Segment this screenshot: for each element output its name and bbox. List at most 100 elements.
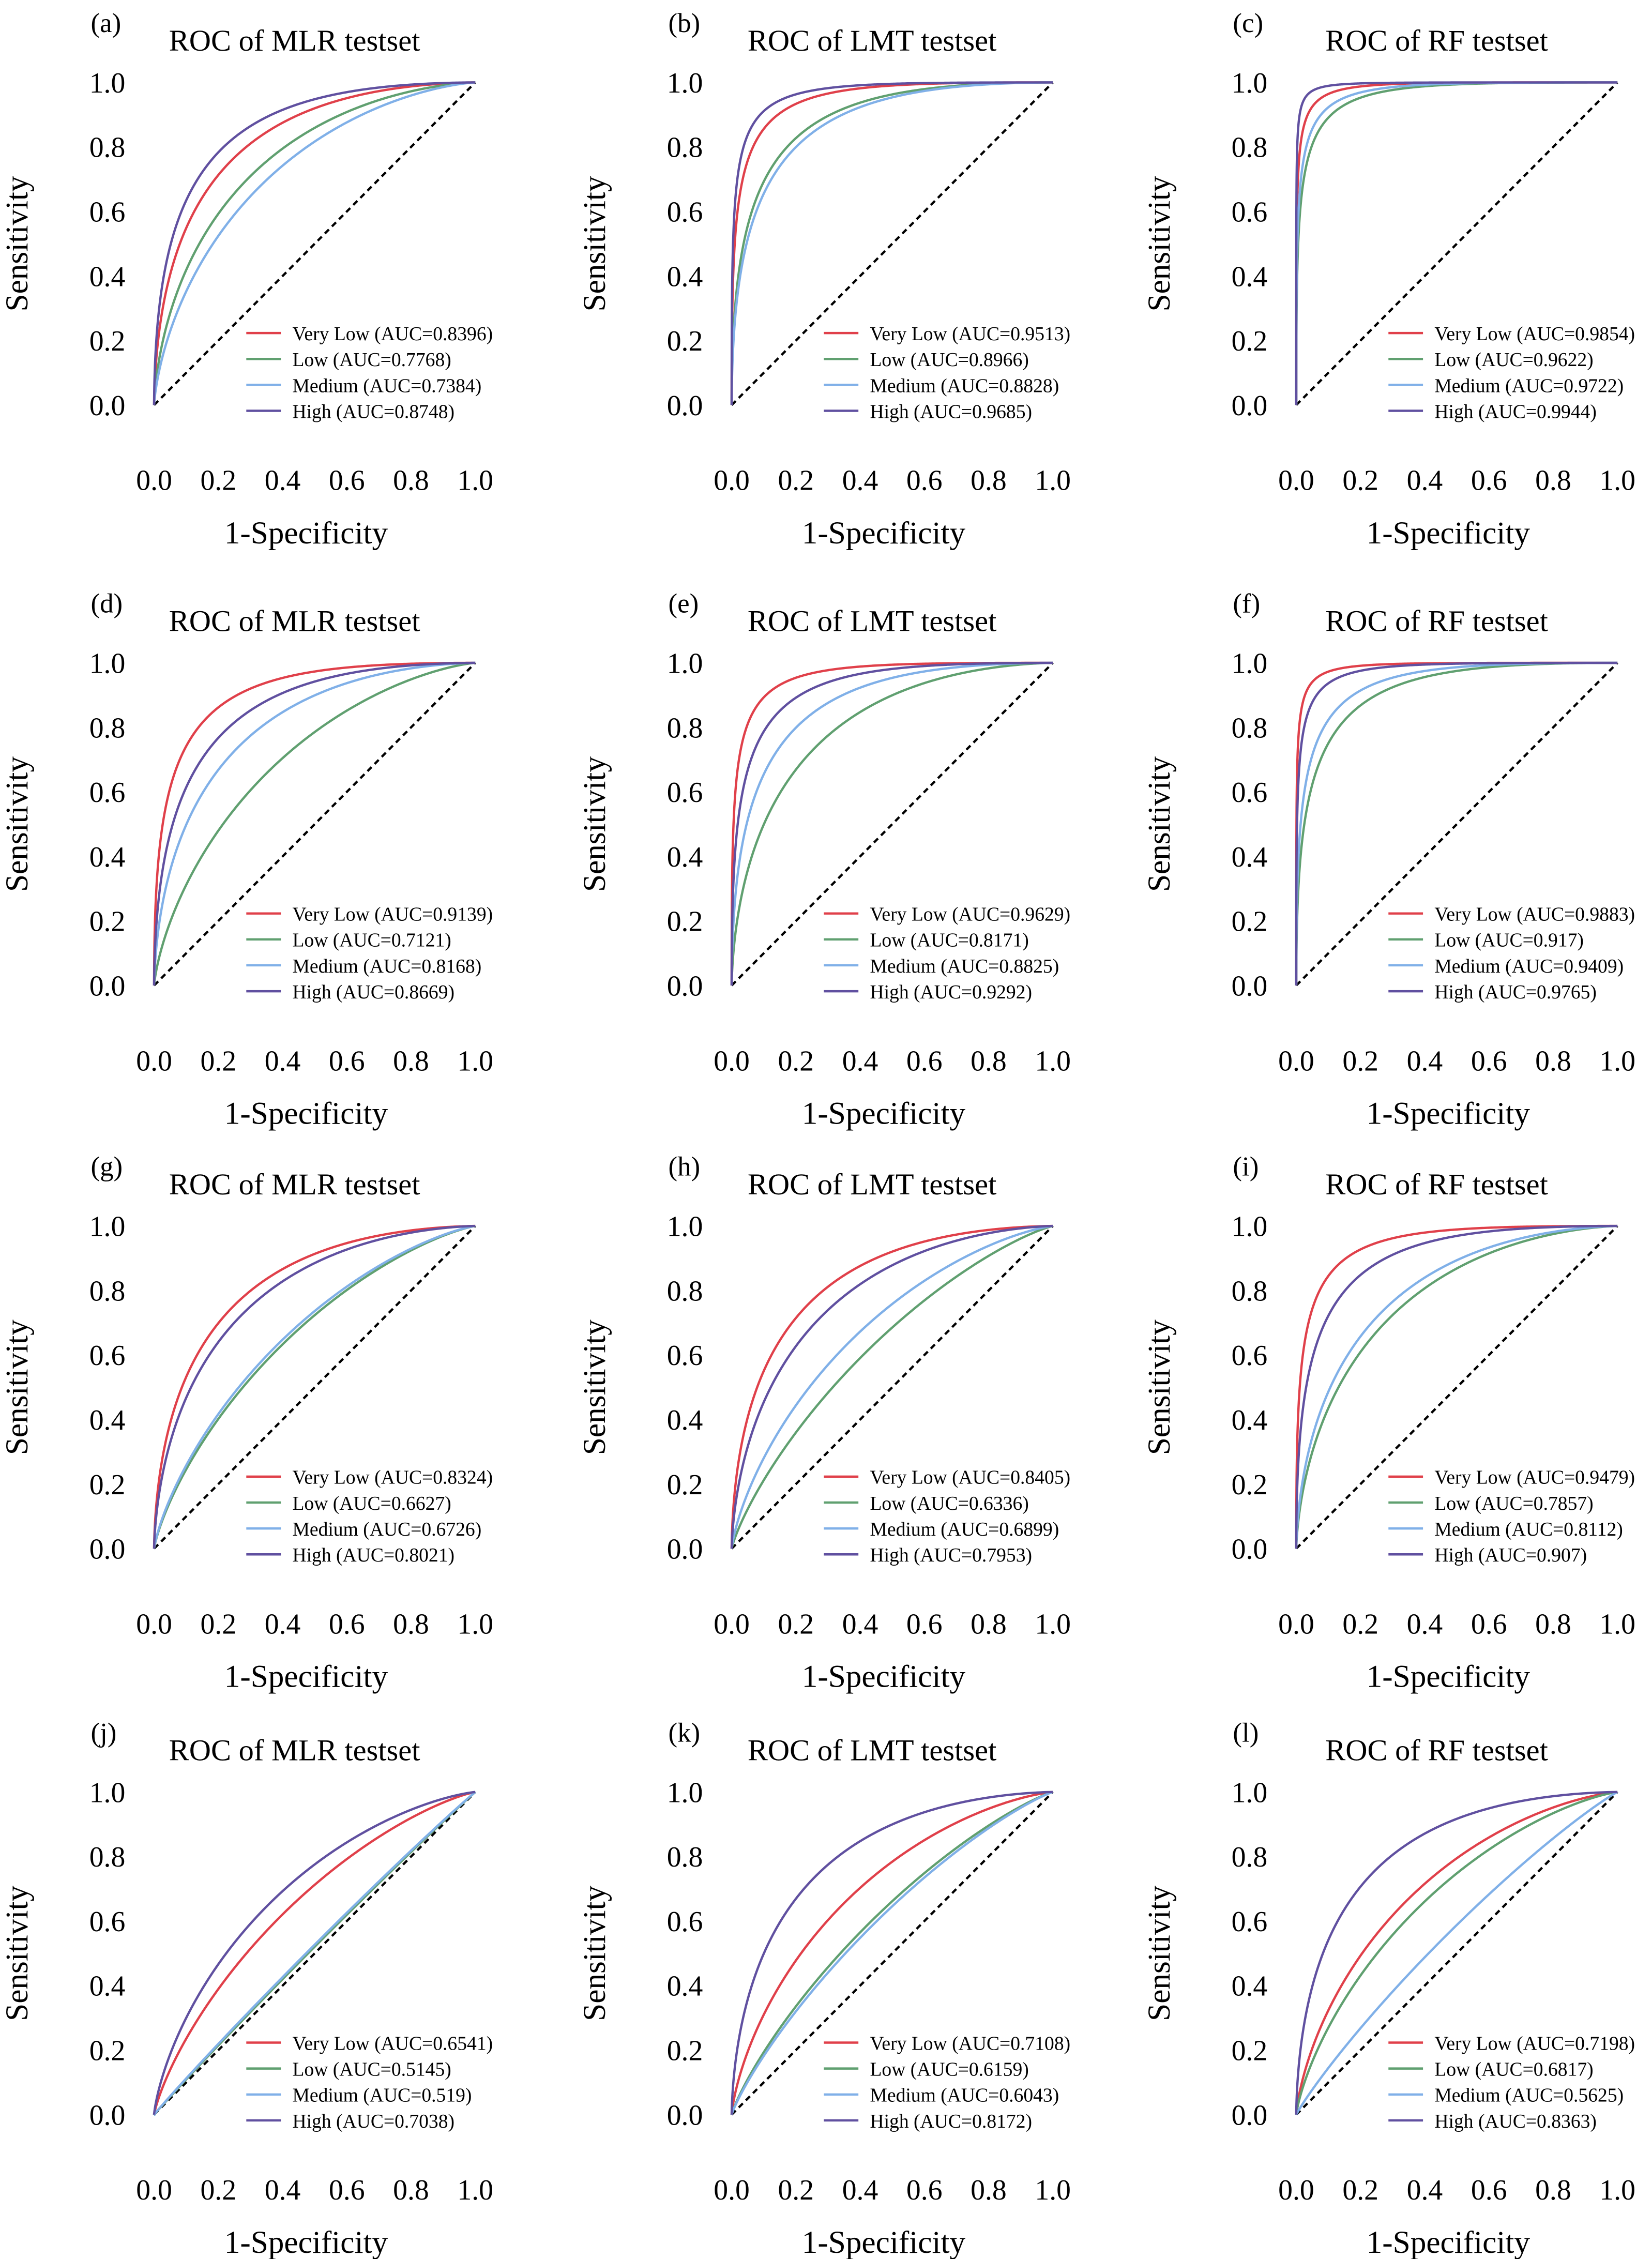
x-tick-label: 1.0 xyxy=(457,1608,493,1640)
legend-label: Low (AUC=0.6159) xyxy=(870,2059,1028,2081)
x-tick-label: 0.2 xyxy=(1342,465,1378,497)
x-tick-label: 0.0 xyxy=(1278,1045,1314,1077)
x-axis-label: 1-Specificity xyxy=(802,516,966,551)
x-axis-label: 1-Specificity xyxy=(224,2225,388,2259)
panel-label: (b) xyxy=(668,8,700,38)
x-axis-label: 1-Specificity xyxy=(224,516,388,551)
y-tick-label: 0.6 xyxy=(89,196,126,229)
y-tick-label: 0.8 xyxy=(1232,712,1268,744)
x-tick-label: 0.0 xyxy=(714,2174,750,2206)
x-tick-label: 1.0 xyxy=(1599,465,1635,497)
y-tick-label: 0.4 xyxy=(1232,261,1268,293)
roc-panel: (d) ROC of MLR testset 0.0 0.2 0.4 0.6 0.8 1.0 0… xyxy=(0,588,493,1131)
reference-diagonal-line xyxy=(153,1225,476,1550)
x-axis-label: 1-Specificity xyxy=(224,1659,388,1694)
y-tick-label: 1.0 xyxy=(89,67,126,99)
y-tick-label: 0.6 xyxy=(667,777,703,809)
y-tick-label: 0.8 xyxy=(89,132,126,164)
chart-title: ROC of MLR testset xyxy=(169,1734,420,1767)
y-tick-label: 0.0 xyxy=(89,390,126,422)
roc-curve-medium xyxy=(730,1791,1053,2115)
x-tick-label: 0.2 xyxy=(1342,2174,1378,2206)
y-tick-label: 1.0 xyxy=(667,1211,703,1243)
legend-label: Very Low (AUC=0.7108) xyxy=(870,2033,1070,2054)
y-tick-label: 1.0 xyxy=(89,1211,126,1243)
y-tick-label: 0.6 xyxy=(1232,196,1268,229)
x-tick-label: 1.0 xyxy=(1599,1045,1635,1077)
roc-curve-high xyxy=(730,661,1053,986)
x-tick-label: 0.8 xyxy=(971,465,1007,497)
x-tick-label: 0.6 xyxy=(1471,2174,1507,2206)
x-tick-label: 0.4 xyxy=(1407,2174,1443,2206)
x-tick-label: 0.0 xyxy=(136,1045,172,1077)
roc-curve-low xyxy=(730,1224,1053,1549)
y-tick-label: 0.0 xyxy=(1232,2099,1268,2131)
roc-panel: (g) ROC of MLR testset 0.0 0.2 0.4 0.6 0.8 1.0 0… xyxy=(0,1152,493,1694)
roc-panel: (e) ROC of LMT testset 0.0 0.2 0.4 0.6 0.8 1.0 0… xyxy=(577,588,1071,1131)
legend-label: Medium (AUC=0.8825) xyxy=(870,956,1059,977)
y-tick-label: 0.8 xyxy=(667,1275,703,1307)
panel-label: (d) xyxy=(90,588,123,618)
roc-curve-very-low xyxy=(730,661,1053,986)
y-tick-label: 0.6 xyxy=(667,1340,703,1372)
y-tick-label: 1.0 xyxy=(1232,67,1268,99)
roc-curve-medium xyxy=(730,661,1053,986)
roc-curve-very-low xyxy=(153,1791,476,2115)
roc-curve-high xyxy=(1295,661,1618,986)
x-tick-label: 0.0 xyxy=(1278,465,1314,497)
roc-curve-medium xyxy=(153,661,476,986)
roc-curve-medium xyxy=(1295,1224,1618,1549)
roc-curve-high xyxy=(153,1224,476,1549)
x-tick-label: 0.4 xyxy=(842,1608,878,1640)
y-tick-label: 0.6 xyxy=(89,1906,126,1938)
legend-label: High (AUC=0.9292) xyxy=(870,981,1032,1003)
x-tick-label: 0.0 xyxy=(136,1608,172,1640)
legend-label: High (AUC=0.8363) xyxy=(1434,2111,1597,2132)
x-tick-label: 0.4 xyxy=(1407,465,1443,497)
chart-title: ROC of MLR testset xyxy=(169,24,420,57)
x-tick-label: 0.8 xyxy=(393,465,429,497)
x-tick-label: 0.6 xyxy=(1471,1045,1507,1077)
roc-curve-very-low xyxy=(730,1791,1053,2115)
roc-curve-medium xyxy=(153,81,476,405)
legend-label: Low (AUC=0.8966) xyxy=(870,349,1028,371)
reference-diagonal-line xyxy=(153,81,476,406)
y-tick-label: 0.0 xyxy=(1232,390,1268,422)
roc-curve-very-low xyxy=(153,1224,476,1549)
legend-label: High (AUC=0.9685) xyxy=(870,401,1032,422)
y-axis-label: Sensitivity xyxy=(0,756,35,892)
x-tick-label: 0.2 xyxy=(1342,1608,1378,1640)
chart-title: ROC of RF testset xyxy=(1325,604,1548,638)
legend-label: Medium (AUC=0.6726) xyxy=(292,1519,481,1540)
legend-label: Low (AUC=0.9622) xyxy=(1434,349,1593,371)
roc-curve-low xyxy=(1295,661,1618,986)
reference-diagonal-line xyxy=(731,1225,1054,1550)
legend-label: Low (AUC=0.8171) xyxy=(870,930,1028,951)
legend-label: Low (AUC=0.7121) xyxy=(292,930,451,951)
y-tick-label: 1.0 xyxy=(667,67,703,99)
legend-label: Medium (AUC=0.6043) xyxy=(870,2085,1059,2106)
x-tick-label: 0.2 xyxy=(778,1608,814,1640)
y-tick-label: 0.0 xyxy=(89,1534,126,1566)
legend-label: Low (AUC=0.7768) xyxy=(292,349,451,371)
x-tick-label: 0.6 xyxy=(1471,1608,1507,1640)
roc-curve-very-low xyxy=(730,1224,1053,1549)
y-tick-label: 0.8 xyxy=(1232,132,1268,164)
legend-label: Medium (AUC=0.7384) xyxy=(292,375,481,397)
x-tick-label: 0.4 xyxy=(265,1045,301,1077)
roc-panel: (c) ROC of RF testset 0.0 0.2 0.4 0.6 0.8 1.0 0.… xyxy=(1142,8,1635,551)
y-tick-label: 0.0 xyxy=(1232,970,1268,1002)
panel-label: (f) xyxy=(1233,588,1260,618)
roc-panel: (f) ROC of RF testset 0.0 0.2 0.4 0.6 0.8 1.0 0.… xyxy=(1142,588,1635,1131)
legend-label: Low (AUC=0.7857) xyxy=(1434,1493,1593,1514)
reference-diagonal-line xyxy=(731,81,1054,406)
legend-label: Very Low (AUC=0.9854) xyxy=(1434,323,1635,345)
x-tick-label: 0.8 xyxy=(1535,1608,1571,1640)
y-tick-label: 0.4 xyxy=(1232,1404,1268,1436)
chart-title: ROC of LMT testset xyxy=(748,604,996,638)
roc-curve-low xyxy=(153,81,476,405)
y-tick-label: 0.4 xyxy=(667,261,703,293)
legend-label: High (AUC=0.907) xyxy=(1434,1544,1587,1566)
legend-label: Medium (AUC=0.519) xyxy=(292,2085,472,2106)
y-tick-label: 0.0 xyxy=(89,970,126,1002)
